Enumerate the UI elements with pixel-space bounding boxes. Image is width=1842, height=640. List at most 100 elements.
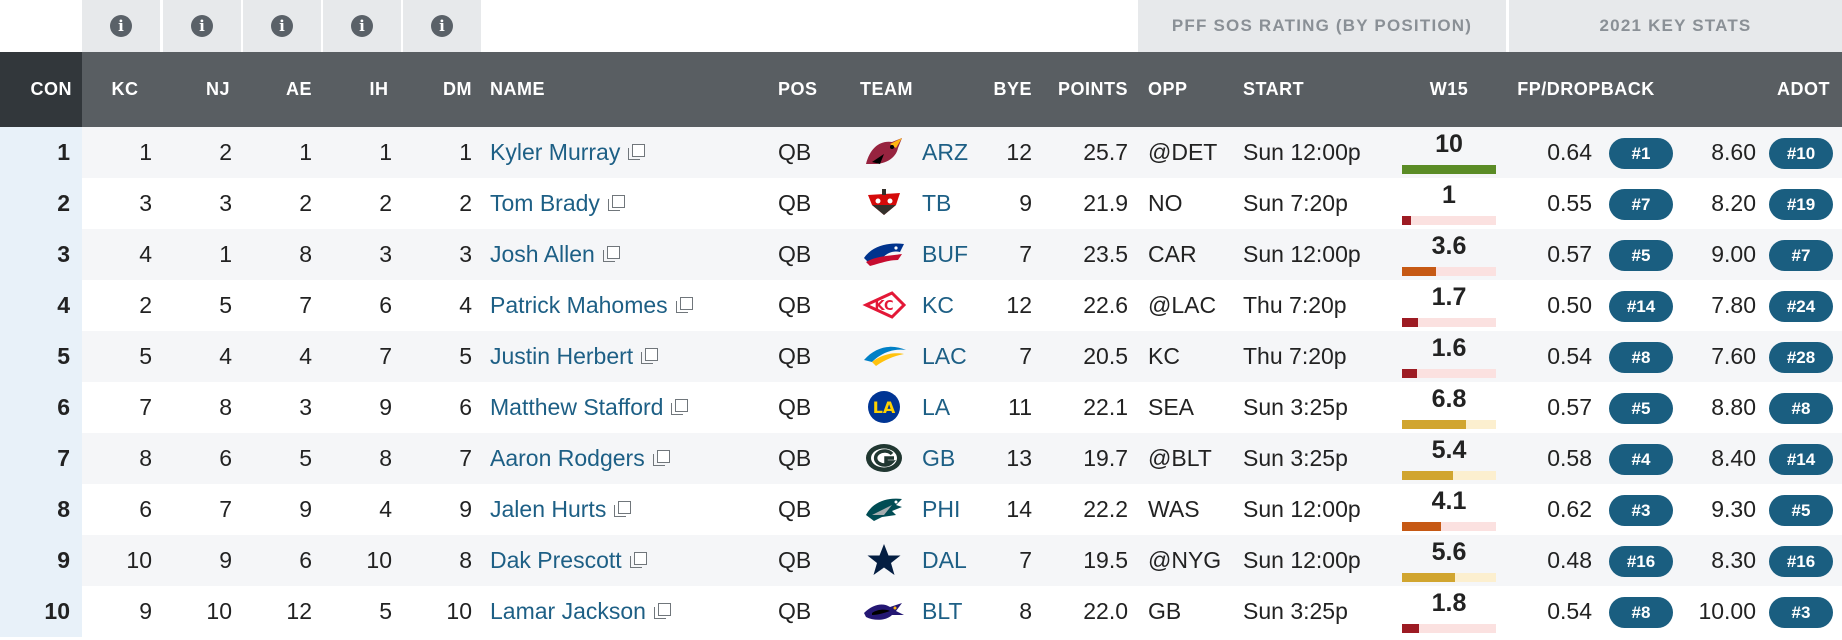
ae-rank-cell: 4 xyxy=(299,343,312,369)
player-name-link[interactable]: Lamar Jackson xyxy=(490,598,646,624)
table-row[interactable]: 5 5 4 4 7 5 Justin Herbert QB LAC 7 20.5… xyxy=(0,331,1842,382)
info-cell-ih[interactable]: i xyxy=(323,0,401,52)
dm-rank-cell: 9 xyxy=(459,496,472,522)
copy-icon[interactable] xyxy=(607,195,625,212)
player-name-cell: Patrick Mahomes xyxy=(490,280,693,331)
bye-cell: 14 xyxy=(1006,496,1032,522)
col-w15[interactable]: W15 xyxy=(1429,79,1469,99)
team-link[interactable]: DAL xyxy=(922,547,967,573)
points-cell: 19.5 xyxy=(1083,547,1128,573)
col-con[interactable]: CON xyxy=(30,79,72,99)
player-name-link[interactable]: Tom Brady xyxy=(490,190,600,216)
team-link[interactable]: ARZ xyxy=(922,139,968,165)
team-link[interactable]: BUF xyxy=(922,241,968,267)
ih-rank-cell: 8 xyxy=(379,445,392,471)
adot-cell: 7.60 xyxy=(1711,343,1756,369)
copy-icon[interactable] xyxy=(602,246,620,263)
player-name-link[interactable]: Justin Herbert xyxy=(490,343,634,369)
kc-rank-cell: 9 xyxy=(139,598,152,624)
player-name-link[interactable]: Aaron Rodgers xyxy=(490,445,645,471)
col-fp-dropback[interactable]: FP/DROPBACK xyxy=(1517,79,1655,99)
team-link[interactable]: KC xyxy=(922,292,954,318)
adot-rank-badge: #28 xyxy=(1769,342,1833,373)
copy-icon[interactable] xyxy=(652,450,670,467)
col-start[interactable]: START xyxy=(1243,79,1305,99)
copy-icon[interactable] xyxy=(671,399,689,416)
copy-icon[interactable] xyxy=(641,348,659,365)
player-name-link[interactable]: Dak Prescott xyxy=(490,547,622,573)
ih-rank-cell: 2 xyxy=(379,190,392,216)
col-opp[interactable]: OPP xyxy=(1148,79,1188,99)
col-ih[interactable]: IH xyxy=(369,79,389,99)
copy-icon[interactable] xyxy=(629,552,647,569)
player-name-link[interactable]: Josh Allen xyxy=(490,241,595,267)
position-cell: QB xyxy=(778,598,812,624)
col-pos[interactable]: POS xyxy=(778,79,818,99)
con-cell: 4 xyxy=(0,280,82,331)
ih-rank-cell: 5 xyxy=(379,598,392,624)
table-row[interactable]: 8 6 7 9 4 9 Jalen Hurts QB PHI 14 22.2 W… xyxy=(0,484,1842,535)
ae-rank-cell: 5 xyxy=(299,445,312,471)
info-icon[interactable]: i xyxy=(110,15,132,37)
bye-cell: 11 xyxy=(1008,394,1032,420)
info-icon[interactable]: i xyxy=(271,15,293,37)
con-header-cell[interactable]: CON xyxy=(0,52,82,127)
bye-cell: 7 xyxy=(1019,343,1032,369)
col-nj[interactable]: NJ xyxy=(205,79,230,99)
info-icon[interactable]: i xyxy=(191,15,213,37)
player-name-cell: Justin Herbert xyxy=(490,331,659,382)
w15-rating-bar xyxy=(1402,165,1496,174)
col-kc[interactable]: KC xyxy=(111,79,139,99)
table-row[interactable]: 6 7 8 3 9 6 Matthew Stafford QB LA LA 11… xyxy=(0,382,1842,433)
dm-rank-cell: 3 xyxy=(459,241,472,267)
table-row[interactable]: 7 8 6 5 8 7 Aaron Rodgers QB GB 13 19.7 … xyxy=(0,433,1842,484)
table-row[interactable]: 4 2 5 7 6 4 Patrick Mahomes QB KC KC 12 … xyxy=(0,280,1842,331)
team-link[interactable]: GB xyxy=(922,445,956,471)
info-icon[interactable]: i xyxy=(351,15,373,37)
table-row[interactable]: 2 3 3 2 2 2 Tom Brady QB TB 9 21.9 NO Su… xyxy=(0,178,1842,229)
team-link[interactable]: TB xyxy=(922,190,952,216)
col-points[interactable]: POINTS xyxy=(1057,79,1128,99)
col-dm[interactable]: DM xyxy=(443,79,472,99)
table-row[interactable]: 3 4 1 8 3 3 Josh Allen QB BUF 7 23.5 CAR… xyxy=(0,229,1842,280)
ae-rank-cell: 2 xyxy=(299,190,312,216)
table-row[interactable]: 10 9 10 12 5 10 Lamar Jackson QB BLT 8 2… xyxy=(0,586,1842,637)
adot-rank-badge: #7 xyxy=(1769,240,1833,271)
col-adot[interactable]: ADOT xyxy=(1777,79,1830,99)
player-name-link[interactable]: Matthew Stafford xyxy=(490,394,664,420)
col-ae[interactable]: AE xyxy=(285,79,312,99)
table-row[interactable]: 1 1 2 1 1 1 Kyler Murray QB ARZ 12 25.7 … xyxy=(0,127,1842,178)
col-team[interactable]: TEAM xyxy=(860,79,913,99)
team-link[interactable]: BLT xyxy=(922,598,963,624)
info-cell-dm[interactable]: i xyxy=(403,0,481,52)
player-name-cell: Matthew Stafford xyxy=(490,382,689,433)
team-link[interactable]: LA xyxy=(922,394,951,420)
player-name-link[interactable]: Patrick Mahomes xyxy=(490,292,668,318)
col-name[interactable]: NAME xyxy=(490,79,545,99)
copy-icon[interactable] xyxy=(653,603,671,620)
copy-icon[interactable] xyxy=(675,297,693,314)
adot-rank-badge: #10 xyxy=(1769,138,1833,169)
copy-icon[interactable] xyxy=(628,144,646,161)
eagles-logo-icon xyxy=(866,498,902,521)
adot-cell: 7.80 xyxy=(1711,292,1756,318)
info-cell-nj[interactable]: i xyxy=(163,0,241,52)
con-cell: 5 xyxy=(0,331,82,382)
bye-cell: 13 xyxy=(1006,445,1032,471)
info-icon[interactable]: i xyxy=(431,15,453,37)
adot-rank-badge: #24 xyxy=(1769,291,1833,322)
player-name-link[interactable]: Jalen Hurts xyxy=(490,496,607,522)
table-row[interactable]: 9 10 9 6 10 8 Dak Prescott QB DAL 7 19.5… xyxy=(0,535,1842,586)
copy-icon[interactable] xyxy=(614,501,632,518)
team-link[interactable]: LAC xyxy=(922,343,967,369)
opponent-cell: @BLT xyxy=(1148,445,1212,471)
con-cell: 3 xyxy=(0,229,82,280)
col-bye[interactable]: BYE xyxy=(993,79,1032,99)
info-cell-kc[interactable]: i xyxy=(82,0,160,52)
bye-cell: 7 xyxy=(1019,241,1032,267)
player-name-link[interactable]: Kyler Murray xyxy=(490,139,621,165)
fp-dropback-cell: 0.50 xyxy=(1547,292,1592,318)
info-cell-ae[interactable]: i xyxy=(243,0,321,52)
w15-rating-bar-fill xyxy=(1402,267,1436,276)
team-link[interactable]: PHI xyxy=(922,496,961,522)
